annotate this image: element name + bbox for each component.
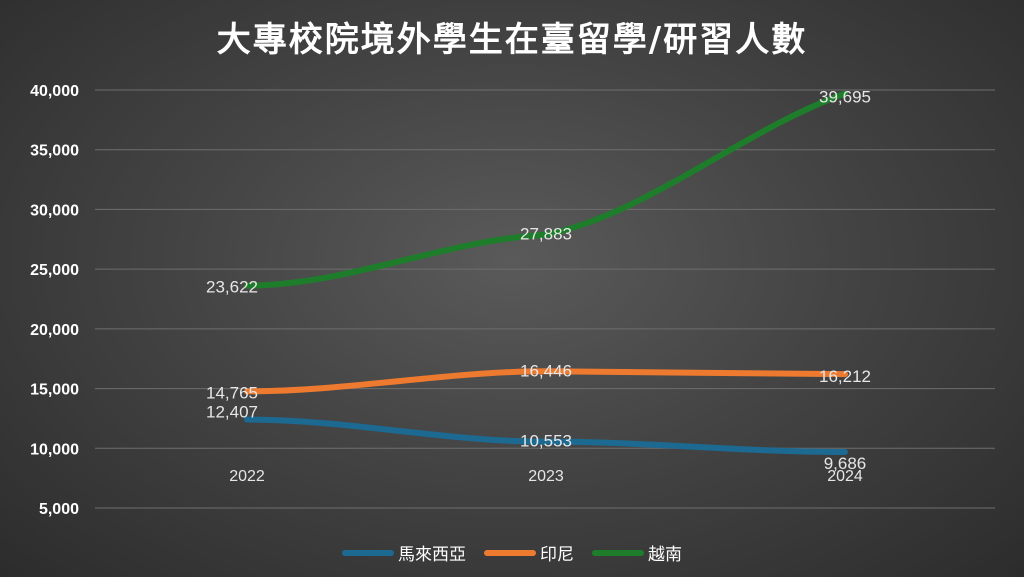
legend-item-vietnam: 越南 [592, 540, 682, 565]
y-tick-label: 35,000 [30, 143, 79, 160]
series-line-malaysia [244, 416, 848, 456]
series-line-indonesia [244, 368, 848, 395]
data-label-malaysia: 9,686 [824, 454, 867, 473]
y-tick-label: 15,000 [30, 382, 79, 399]
data-label-indonesia: 16,446 [520, 361, 572, 380]
legend-swatch-indonesia [484, 549, 536, 556]
data-label-indonesia: 14,765 [206, 383, 258, 402]
legend-label-indonesia: 印尼 [540, 545, 574, 565]
legend-swatch-malaysia [342, 549, 394, 556]
series-line-vietnam [244, 90, 848, 289]
legend-label-vietnam: 越南 [648, 545, 682, 565]
data-label-vietnam: 27,883 [520, 225, 572, 244]
series-lines [244, 90, 848, 456]
x-tick-label: 2023 [528, 468, 564, 485]
x-axis-ticks: 2022 2023 2024 [229, 468, 863, 485]
y-tick-label: 25,000 [30, 262, 79, 279]
y-axis-ticks: 40,000 35,000 30,000 25,000 20,000 15,000 10,0… [30, 83, 79, 518]
y-tick-label: 5,000 [39, 501, 79, 518]
gridlines [95, 89, 995, 509]
data-label-malaysia: 12,407 [206, 403, 258, 422]
legend-label-malaysia: 馬來西亞 [398, 545, 466, 565]
data-label-malaysia: 10,553 [520, 432, 572, 451]
y-tick-label: 40,000 [30, 83, 79, 100]
legend-swatch-vietnam [592, 549, 644, 556]
legend: 馬來西亞 印尼 越南 [0, 540, 1024, 565]
y-tick-label: 10,000 [30, 441, 79, 458]
y-tick-label: 30,000 [30, 202, 79, 219]
x-tick-label: 2022 [229, 468, 265, 485]
data-label-indonesia: 16,212 [819, 367, 871, 386]
chart-title: 大專校院境外學生在臺留學/研習人數 [216, 20, 808, 60]
legend-item-indonesia: 印尼 [484, 540, 574, 565]
legend-item-malaysia: 馬來西亞 [342, 540, 466, 565]
data-label-vietnam: 39,695 [819, 88, 871, 107]
y-tick-label: 20,000 [30, 322, 79, 339]
data-label-vietnam: 23,622 [206, 278, 258, 297]
data-labels: 12,407 10,553 9,686 14,765 16,446 16,212 23,62… [206, 88, 871, 473]
x-tick-label: 2024 [827, 468, 863, 485]
